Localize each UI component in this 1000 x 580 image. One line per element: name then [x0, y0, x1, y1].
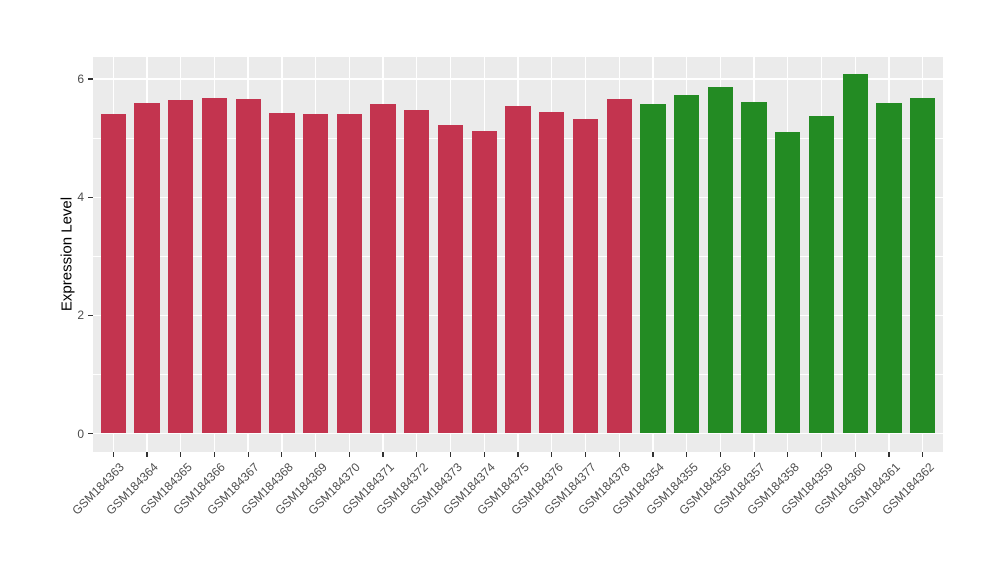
bar-GSM184367	[235, 99, 261, 434]
x-tick-mark-GSM184376	[551, 452, 553, 457]
bar-GSM184363	[100, 114, 126, 434]
x-tick-mark-GSM184364	[146, 452, 148, 457]
bar-GSM184373	[437, 125, 464, 434]
bar-GSM184361	[876, 103, 902, 434]
bar-GSM184374	[471, 131, 497, 434]
bar-GSM184358	[775, 131, 801, 434]
bar-GSM184355	[674, 94, 700, 434]
bar-GSM184359	[808, 116, 835, 434]
y-tick-mark-6	[88, 78, 93, 80]
y-tick-label-2: 2	[77, 308, 84, 323]
x-tick-mark-GSM184371	[382, 452, 384, 457]
x-tick-mark-GSM184359	[820, 452, 823, 457]
bar-GSM184372	[404, 109, 430, 434]
x-tick-mark-GSM184356	[719, 452, 721, 457]
x-tick-mark-GSM184360	[854, 452, 856, 457]
y-tick-label-4: 4	[77, 190, 84, 205]
bar-GSM184377	[572, 119, 599, 434]
x-tick-mark-GSM184355	[686, 452, 688, 457]
x-tick-mark-GSM184354	[652, 452, 654, 457]
bar-GSM184370	[336, 114, 362, 434]
y-tick-label-6: 6	[77, 72, 84, 87]
bar-GSM184368	[269, 113, 295, 434]
x-tick-mark-GSM184369	[315, 452, 317, 457]
bar-GSM184366	[201, 97, 228, 434]
x-tick-mark-GSM184368	[281, 452, 283, 457]
bar-GSM184375	[505, 106, 531, 434]
bar-GSM184356	[707, 87, 734, 434]
x-tick-mark-GSM184358	[787, 452, 789, 457]
bar-GSM184371	[370, 104, 396, 434]
x-tick-mark-GSM184363	[112, 452, 114, 457]
x-tick-mark-GSM184357	[753, 452, 755, 457]
y-axis-title: Expression Level	[58, 196, 76, 312]
bar-GSM184354	[640, 104, 666, 434]
bar-GSM184378	[606, 99, 632, 434]
x-tick-mark-GSM184365	[180, 452, 182, 457]
x-tick-mark-GSM184362	[922, 452, 924, 457]
x-tick-mark-GSM184377	[584, 452, 587, 457]
bar-GSM184369	[302, 114, 329, 434]
x-tick-mark-GSM184374	[483, 452, 485, 457]
x-tick-mark-GSM184375	[517, 452, 519, 457]
bar-GSM184360	[842, 74, 868, 434]
x-tick-mark-GSM184378	[618, 452, 620, 457]
bar-GSM184364	[134, 103, 160, 434]
x-tick-mark-GSM184366	[213, 452, 216, 457]
y-tick-label-0: 0	[77, 426, 84, 441]
x-tick-mark-GSM184367	[247, 452, 249, 457]
bar-GSM184365	[168, 100, 194, 434]
x-tick-mark-GSM184373	[449, 452, 452, 457]
y-tick-mark-0	[88, 432, 93, 435]
bar-GSM184357	[741, 102, 767, 434]
bar-GSM184376	[539, 111, 565, 434]
x-tick-mark-GSM184361	[888, 452, 890, 457]
x-tick-mark-GSM184372	[416, 452, 418, 457]
plot-panel	[93, 57, 943, 452]
y-tick-mark-4	[88, 196, 93, 198]
y-tick-mark-2	[88, 314, 93, 316]
bar-GSM184362	[910, 97, 936, 434]
x-tick-mark-GSM184370	[348, 452, 350, 457]
